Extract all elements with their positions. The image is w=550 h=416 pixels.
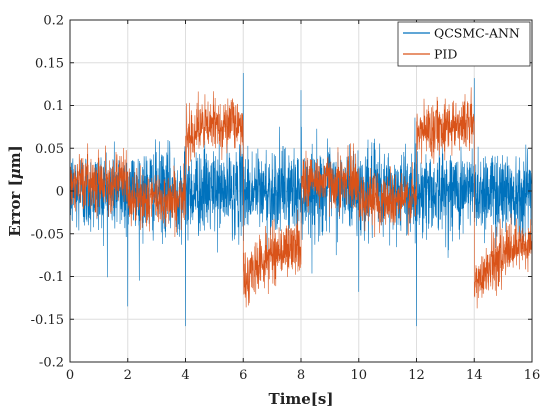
x-tick-label: 16	[524, 368, 541, 383]
y-axis-title-mu: μ	[6, 168, 24, 179]
x-tick-label: 0	[66, 368, 74, 383]
y-tick-label: -0.1	[39, 270, 64, 285]
x-tick-label: 10	[350, 368, 367, 383]
y-tick-label: -0.2	[39, 356, 64, 371]
series-pid-line	[69, 87, 533, 309]
y-tick-label: 0.1	[43, 99, 64, 114]
y-tick-label: 0	[56, 185, 64, 200]
series-layer	[69, 73, 533, 327]
x-tick-label: 12	[408, 368, 425, 383]
x-axis-title: Time[s]	[269, 390, 334, 408]
legend-label-pid: PID	[434, 47, 457, 62]
x-tick-label: 6	[239, 368, 247, 383]
legend: QCSMC-ANN PID	[397, 21, 531, 67]
series-qcsmc-ann-line	[69, 73, 533, 327]
x-tick-label: 4	[181, 368, 189, 383]
legend-box	[397, 21, 531, 67]
y-tick-label: 0.05	[35, 142, 64, 157]
y-axis-title-suffix: m]	[6, 145, 24, 168]
y-tick-label: -0.15	[31, 313, 64, 328]
y-axis-title-prefix: Error [	[6, 179, 24, 236]
x-tick-label: 2	[124, 368, 132, 383]
y-axis-title: Error [μm]	[6, 145, 24, 236]
tick-layer: 0 2 4 6 8 10 12 14 16 -0.2 -0.15 -0.1 -0.05 0 0.05 0.1 0…	[31, 14, 541, 384]
y-tick-label: 0.2	[43, 14, 64, 29]
legend-label-qcsmc-ann: QCSMC-ANN	[434, 26, 520, 41]
y-tick-label: -0.05	[31, 227, 64, 242]
y-tick-label: 0.15	[35, 56, 64, 71]
x-tick-label: 8	[297, 368, 305, 383]
x-tick-label: 14	[466, 368, 483, 383]
